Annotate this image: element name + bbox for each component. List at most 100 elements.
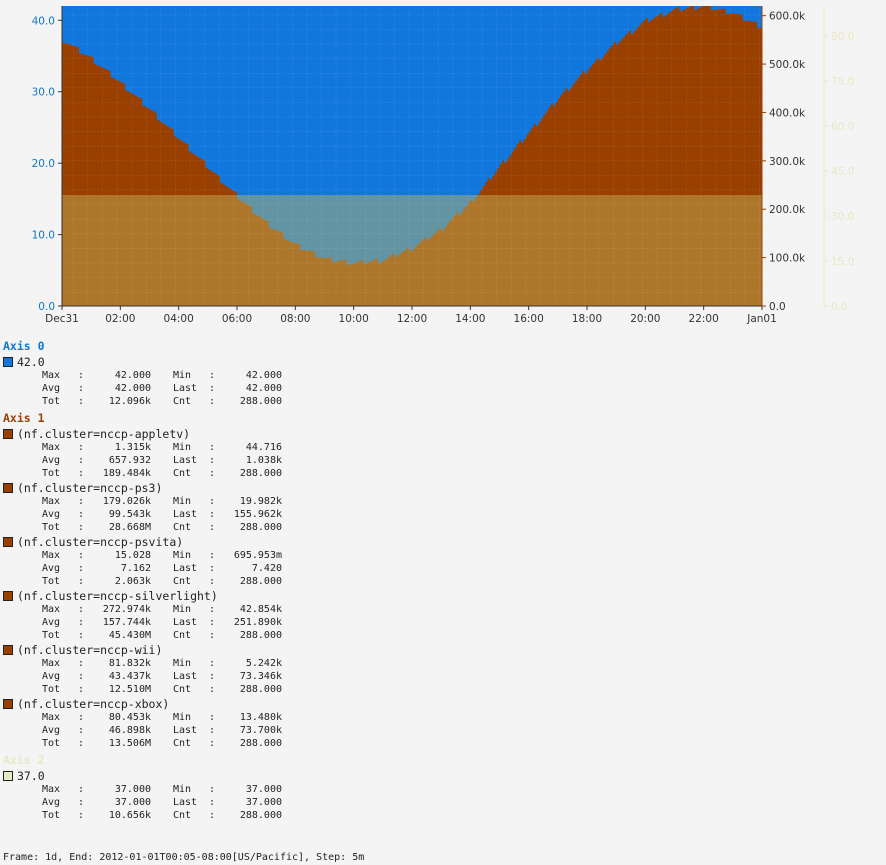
stat-value: 288.000 xyxy=(239,810,282,821)
stat-label: Cnt xyxy=(173,396,192,407)
stat-row: Avg: 657.932 Last: 1.038k xyxy=(42,454,883,467)
stat-row: Avg: 46.898k Last: 73.700k xyxy=(42,724,883,737)
stat-label: Min xyxy=(173,712,192,723)
stat-value: 7.162 xyxy=(120,563,151,574)
stat-label: Avg xyxy=(42,617,61,628)
legend-stats: Max: 37.000 Min: 37.000 Avg: 37.000 Last: 37.00… xyxy=(3,783,883,822)
stat-gap xyxy=(151,454,173,467)
stat-value: 12.096k xyxy=(108,396,151,407)
stat-value: 1.038k xyxy=(245,455,282,466)
stat-value: 37.000 xyxy=(245,784,282,795)
axis-0-tick-label: 10.0 xyxy=(32,230,55,242)
stat-gap xyxy=(151,683,173,696)
stat-gap xyxy=(151,737,173,750)
stat-gap xyxy=(151,441,173,454)
stat-colon: : xyxy=(209,712,216,723)
stat-value: 657.932 xyxy=(108,455,151,466)
stat-gap xyxy=(151,495,173,508)
stat-label: Cnt xyxy=(173,810,192,821)
axis-1-tick-label: 300.0k xyxy=(769,156,806,168)
axis-0-tick-label: 0.0 xyxy=(38,301,55,313)
stat-gap xyxy=(151,603,173,616)
stat-label: Tot xyxy=(42,576,61,587)
stat-gap xyxy=(151,395,173,408)
stat-colon: : xyxy=(78,468,85,479)
stat-colon: : xyxy=(209,370,216,381)
stat-label: Tot xyxy=(42,684,61,695)
stat-row: Max: 42.000 Min: 42.000 xyxy=(42,369,883,382)
stat-colon: : xyxy=(78,671,85,682)
stat-label: Cnt xyxy=(173,684,192,695)
stat-label: Tot xyxy=(42,738,61,749)
stat-gap xyxy=(151,508,173,521)
stat-gap xyxy=(151,467,173,480)
x-tick-label: 10:00 xyxy=(339,313,369,325)
stat-row: Tot: 2.063k Cnt: 288.000 xyxy=(42,575,883,588)
stat-value: 288.000 xyxy=(239,396,282,407)
x-tick-label: 04:00 xyxy=(164,313,194,325)
stat-colon: : xyxy=(209,671,216,682)
stat-gap xyxy=(151,369,173,382)
legend-swatch xyxy=(3,645,13,655)
x-tick-label: 22:00 xyxy=(689,313,719,325)
stat-colon: : xyxy=(78,658,85,669)
stat-label: Avg xyxy=(42,671,61,682)
footer-info: Frame: 1d, End: 2012-01-01T00:05-08:00[U… xyxy=(3,852,365,863)
stat-label: Last xyxy=(173,617,198,628)
stat-value: 15.028 xyxy=(114,550,151,561)
legend-entry: (nf.cluster=nccp-appletv) xyxy=(3,427,883,441)
stat-colon: : xyxy=(209,784,216,795)
axis-0-tick-label: 30.0 xyxy=(32,87,55,99)
stat-value: 19.982k xyxy=(239,496,282,507)
axis-1-tick-label: 400.0k xyxy=(769,107,806,119)
stat-label: Last xyxy=(173,563,198,574)
stat-colon: : xyxy=(78,684,85,695)
stat-value: 5.242k xyxy=(245,658,282,669)
legend-axis-title: Axis 0 xyxy=(3,339,45,353)
stat-label: Tot xyxy=(42,522,61,533)
stat-value: 155.962k xyxy=(233,509,282,520)
legend-entry: (nf.cluster=nccp-wii) xyxy=(3,643,883,657)
stat-value: 73.346k xyxy=(239,671,282,682)
stat-colon: : xyxy=(78,784,85,795)
x-tick-label: Dec31 xyxy=(45,313,79,325)
stat-colon: : xyxy=(78,810,85,821)
stat-gap xyxy=(151,670,173,683)
legend-stats: Max: 272.974k Min: 42.854k Avg: 157.744k Last:… xyxy=(3,603,883,642)
stat-label: Avg xyxy=(42,455,61,466)
legend-swatch xyxy=(3,699,13,709)
stat-label: Last xyxy=(173,455,198,466)
stat-label: Max xyxy=(42,712,61,723)
stat-value: 288.000 xyxy=(239,738,282,749)
axes: 0.0 10.0 20.0 30.0 40.0 0.0 100.0k 200.0k 300.0k… xyxy=(32,6,854,325)
stat-colon: : xyxy=(209,738,216,749)
legend-stats: Max: 81.832k Min: 5.242k Avg: 43.437k Last: 73.… xyxy=(3,657,883,696)
stat-value: 2.063k xyxy=(114,576,151,587)
stat-label: Last xyxy=(173,383,198,394)
stat-label: Avg xyxy=(42,725,61,736)
stat-row: Tot: 45.430M Cnt: 288.000 xyxy=(42,629,883,642)
stat-label: Avg xyxy=(42,563,61,574)
stat-value: 288.000 xyxy=(239,522,282,533)
stat-gap xyxy=(151,783,173,796)
stat-colon: : xyxy=(209,442,216,453)
stat-label: Tot xyxy=(42,630,61,641)
legend-stats: Max: 15.028 Min: 695.953m Avg: 7.162 Last: 7.42… xyxy=(3,549,883,588)
stat-colon: : xyxy=(78,712,85,723)
stat-value: 43.437k xyxy=(108,671,151,682)
legend-stats: Max: 42.000 Min: 42.000 Avg: 42.000 Last: 42.00… xyxy=(3,369,883,408)
stat-label: Min xyxy=(173,370,192,381)
stat-value: 37.000 xyxy=(114,797,151,808)
stat-gap xyxy=(151,575,173,588)
stat-label: Max xyxy=(42,370,61,381)
stat-label: Min xyxy=(173,442,192,453)
x-tick-label: 20:00 xyxy=(630,313,660,325)
stat-colon: : xyxy=(209,604,216,615)
stat-value: 10.656k xyxy=(108,810,151,821)
legend-axis-title: Axis 2 xyxy=(3,753,45,767)
stat-row: Avg: 99.543k Last: 155.962k xyxy=(42,508,883,521)
stat-value: 42.854k xyxy=(239,604,282,615)
legend-swatch xyxy=(3,591,13,601)
stat-row: Tot: 13.506M Cnt: 288.000 xyxy=(42,737,883,750)
x-tick-label: 12:00 xyxy=(397,313,427,325)
